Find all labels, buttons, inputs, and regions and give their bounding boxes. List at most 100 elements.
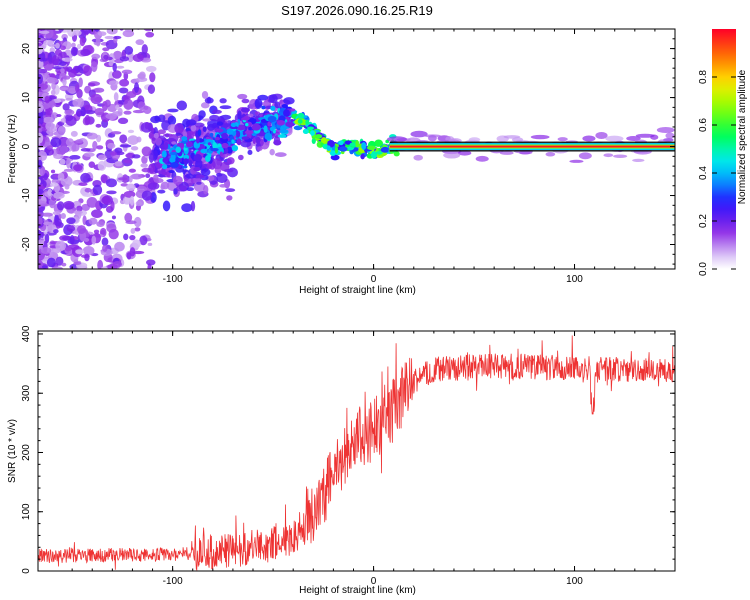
noise-blob <box>38 83 48 90</box>
noise-blob <box>39 30 50 34</box>
noise-blob <box>80 148 91 152</box>
figure-title: S197.2026.090.16.25.R19 <box>281 3 433 18</box>
signal-blob <box>161 150 167 158</box>
noise-blob <box>87 82 96 87</box>
signal-blob <box>263 125 268 133</box>
noise-blob <box>219 98 227 104</box>
noise-blob <box>46 224 55 232</box>
noise-blob <box>79 36 86 47</box>
noise-blob <box>66 217 76 225</box>
noise-blob <box>63 200 75 210</box>
signal-blob <box>297 119 303 124</box>
x-tick-label: 100 <box>566 274 583 285</box>
tone-halo <box>626 136 641 141</box>
signal-blob <box>215 128 224 133</box>
noise-blob <box>247 149 253 155</box>
signal-blob <box>200 148 208 154</box>
noise-blob <box>124 212 133 223</box>
signal-blob <box>393 151 400 157</box>
noise-blob <box>46 257 56 268</box>
y-tick-label: 10 <box>21 92 32 104</box>
noise-blob <box>135 200 142 207</box>
signal-blob <box>283 109 290 117</box>
noise-blob <box>65 97 73 101</box>
noise-blob <box>119 144 132 148</box>
noise-blob <box>71 143 80 152</box>
noise-blob <box>143 29 154 32</box>
noise-blob <box>123 233 129 241</box>
noise-blob <box>88 161 96 168</box>
noise-blob <box>38 159 43 169</box>
y-tick-label: -10 <box>21 188 32 203</box>
signal-blob <box>185 141 193 148</box>
noise-blob <box>134 227 141 232</box>
noise-blob <box>132 154 141 159</box>
noise-blob <box>60 68 65 74</box>
noise-blob <box>107 263 118 269</box>
noise-blob <box>83 21 90 29</box>
noise-blob <box>127 129 135 134</box>
signal-blob <box>338 140 344 146</box>
noise-blob <box>38 150 48 162</box>
signal-blob <box>214 136 220 141</box>
noise-blob <box>95 36 101 47</box>
signal-blob <box>202 126 207 132</box>
noise-blob <box>53 191 65 199</box>
noise-blob <box>237 93 248 100</box>
noise-blob <box>53 229 59 234</box>
noise-blob <box>196 181 202 185</box>
noise-blob <box>120 183 129 187</box>
noise-blob <box>75 139 84 144</box>
noise-blob <box>53 131 65 137</box>
noise-blob <box>48 56 54 64</box>
noise-blob <box>94 108 105 116</box>
tone-halo <box>545 151 556 157</box>
noise-blob <box>95 123 102 128</box>
noise-blob <box>38 203 50 207</box>
noise-blob <box>56 113 62 118</box>
noise-blob <box>38 111 44 118</box>
signal-blob <box>221 132 229 140</box>
signal-blob <box>270 105 276 111</box>
signal-blob <box>273 139 282 146</box>
noise-blob <box>84 253 90 262</box>
noise-blob <box>132 53 144 62</box>
noise-blob <box>38 29 41 30</box>
noise-blob <box>283 97 295 105</box>
noise-blob <box>145 31 155 38</box>
noise-blob <box>195 174 205 179</box>
noise-blob <box>52 211 61 216</box>
snr-series-line <box>38 335 675 571</box>
noise-blob <box>143 106 152 114</box>
signal-blob <box>231 144 239 152</box>
signal-blob <box>360 153 365 160</box>
noise-blob <box>75 249 85 255</box>
signal-blob <box>212 142 218 150</box>
noise-blob <box>174 123 184 134</box>
noise-blob <box>117 117 129 125</box>
noise-blob <box>167 108 179 113</box>
noise-blob <box>104 35 115 40</box>
noise-blob <box>81 29 93 35</box>
noise-blob <box>119 134 128 144</box>
noise-blob <box>215 165 222 170</box>
signal-blob <box>305 119 310 125</box>
noise-blob <box>70 46 78 57</box>
noise-blob <box>115 104 120 110</box>
noise-blob <box>61 262 67 267</box>
signal-blob <box>240 107 250 113</box>
noise-blob <box>150 127 155 134</box>
noise-blob <box>113 50 123 60</box>
noise-blob <box>167 115 177 126</box>
noise-blob <box>86 197 98 208</box>
noise-blob <box>147 242 153 247</box>
noise-blob <box>59 145 69 154</box>
noise-blob <box>83 65 92 77</box>
colorbar-tick-label: 0.8 <box>698 70 709 84</box>
noise-blob <box>38 103 44 114</box>
signal-blob <box>251 123 261 131</box>
noise-blob <box>132 239 141 249</box>
noise-blob <box>38 185 45 190</box>
tone-halo <box>656 126 675 134</box>
noise-blob <box>91 235 97 245</box>
